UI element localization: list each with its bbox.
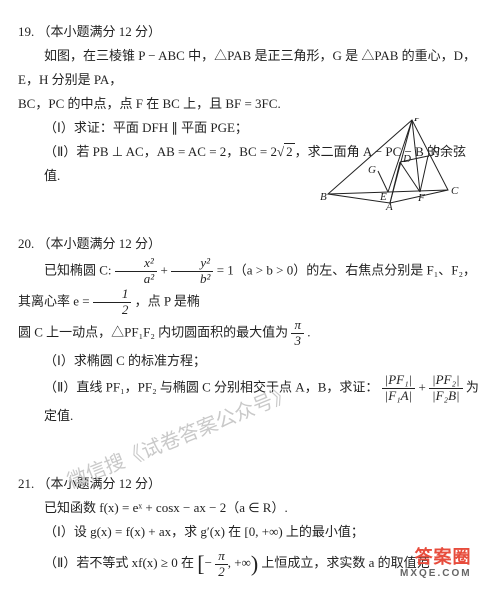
q19-header: 19. （本小题满分 12 分） xyxy=(18,20,482,44)
svg-text:G: G xyxy=(368,164,376,176)
q20-line1: 已知椭圆 C: x²a² + y²b² = 1（a > b > 0）的左、右焦点… xyxy=(18,256,482,318)
q21-part1: （Ⅰ）设 g(x) = f(x) + ax，求 g′(x) 在 [0, +∞) … xyxy=(44,520,482,544)
q20-line2: 圆 C 上一动点，△PF₁F₂ 内切圆面积的最大值为 π3 . xyxy=(18,318,482,349)
q21-part2a: （Ⅱ）若不等式 xf(x) ≥ 0 在 xyxy=(44,555,197,570)
q19-number: 19. xyxy=(18,24,34,39)
q21-part2: （Ⅱ）若不等式 xf(x) ≥ 0 在 [− π2, +∞) 上恒成立，求实数 … xyxy=(44,544,482,585)
q21-score: （本小题满分 12 分） xyxy=(38,476,162,491)
q20-part1: （Ⅰ）求椭圆 C 的标准方程； xyxy=(44,349,482,373)
q21-frac-pi2: π2 xyxy=(215,549,228,580)
svg-text:C: C xyxy=(451,185,459,197)
svg-text:E: E xyxy=(379,191,387,203)
question-21: 21. （本小题满分 12 分） 已知函数 f(x) = eˣ + cosx −… xyxy=(18,472,482,585)
q19-score: （本小题满分 12 分） xyxy=(38,24,162,39)
q21-body: 已知函数 f(x) = eˣ + cosx − ax − 2（a ∈ R）. xyxy=(18,496,482,520)
q21-part2b: 上恒成立，求实数 a 的取值范 xyxy=(261,555,429,570)
q20-part2: （Ⅱ）直线 PF₁，PF₂ 与椭圆 C 分别相交于点 A，B，求证： |PF₁|… xyxy=(44,373,482,428)
q20-number: 20. xyxy=(18,236,34,251)
question-19: 19. （本小题满分 12 分） 如图，在三棱锥 P − ABC 中，△PAB … xyxy=(18,20,482,188)
svg-text:F: F xyxy=(417,192,425,204)
q20-score: （本小题满分 12 分） xyxy=(38,236,162,251)
svg-text:B: B xyxy=(320,191,327,203)
svg-text:H: H xyxy=(431,146,441,158)
q20-l2a: 圆 C 上一动点，△PF₁F₂ 内切圆面积的最大值为 xyxy=(18,325,291,340)
q19-body-line2: BC，PC 的中点，点 F 在 BC 上，且 BF = 3FC. xyxy=(18,92,482,116)
q19-figure: P B A C E F D G H xyxy=(320,118,470,210)
q20-rplus: + xyxy=(418,379,429,394)
q20-l1a: 已知椭圆 C: xyxy=(44,263,112,278)
question-20: 20. （本小题满分 12 分） 已知椭圆 C: x²a² + y²b² = 1… xyxy=(18,232,482,428)
q21-number: 21. xyxy=(18,476,34,491)
q19-root-2: 2 xyxy=(284,143,295,159)
q20-part2a: （Ⅱ）直线 PF₁，PF₂ 与椭圆 C 分别相交于点 A，B，求证： xyxy=(44,379,378,394)
q20-frac-e: 12 xyxy=(93,287,132,318)
q20-header: 20. （本小题满分 12 分） xyxy=(18,232,482,256)
q20-frac-x2a2: x²a² xyxy=(115,256,157,287)
q20-frac-r1: |PF₁||F₁A| xyxy=(382,373,416,404)
q20-plus: + xyxy=(160,263,171,278)
q21-interval: [− π2, +∞) xyxy=(197,555,261,570)
q21-header: 21. （本小题满分 12 分） xyxy=(18,472,482,496)
q19-part2-text-a: （Ⅱ）若 PB ⊥ AC，AB = AC = 2，BC = 2 xyxy=(44,144,277,159)
svg-text:P: P xyxy=(413,118,421,124)
q20-frac-r2: |PF₂||F₂B| xyxy=(429,373,463,404)
q20-l1c: ，点 P 是椭 xyxy=(135,294,200,309)
q19-body-line1: 如图，在三棱锥 P − ABC 中，△PAB 是正三角形，G 是 △PAB 的重… xyxy=(18,44,482,92)
q20-frac-pi3: π3 xyxy=(291,318,304,349)
q20-l2b: . xyxy=(307,325,310,340)
q20-frac-y2b2: y²b² xyxy=(171,256,213,287)
svg-text:D: D xyxy=(402,153,411,165)
